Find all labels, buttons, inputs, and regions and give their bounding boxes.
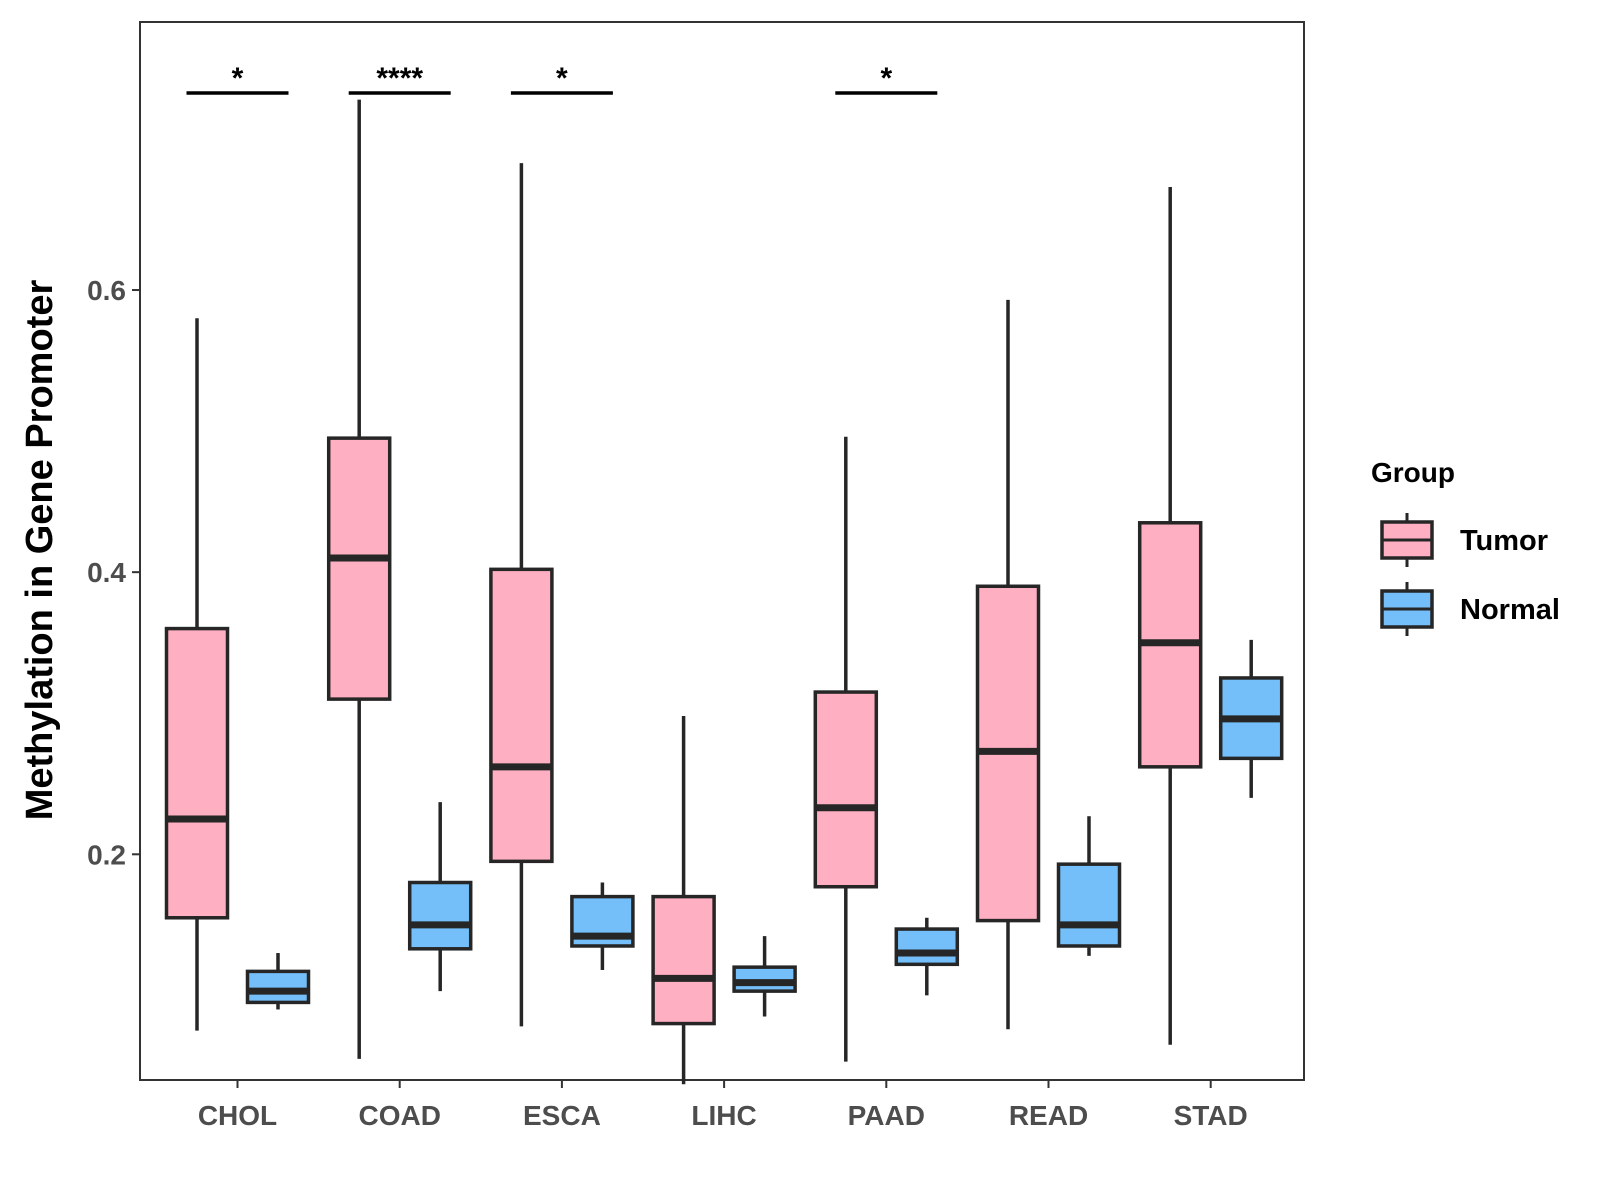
- box-tumor-lihc: [651, 716, 716, 1085]
- box-normal-lihc: [732, 936, 797, 1017]
- box-iqr: [813, 690, 879, 889]
- box-iqr: [245, 969, 311, 1005]
- box-tumor-esca: [489, 163, 554, 1027]
- box-normal-esca: [570, 882, 635, 970]
- box-normal-paad: [894, 917, 960, 996]
- box-normal-read: [1056, 816, 1122, 956]
- box-iqr: [407, 880, 473, 951]
- box-tumor-coad: [326, 99, 392, 1059]
- box-tumor-paad: [813, 436, 879, 1062]
- x-tick-label: STAD: [1174, 1100, 1248, 1131]
- legend: Group Tumor Normal: [1371, 457, 1560, 636]
- box-normal-chol: [245, 953, 311, 1010]
- legend-label-normal: Normal: [1460, 594, 1560, 626]
- box-tumor-chol: [164, 318, 230, 1031]
- box-iqr: [489, 567, 554, 864]
- legend-key-normal: [1380, 582, 1434, 636]
- box-iqr: [732, 965, 797, 993]
- y-tick-label: 0.2: [87, 839, 126, 870]
- box-iqr: [1056, 862, 1122, 948]
- significance-label: *: [232, 62, 244, 95]
- box-iqr: [326, 436, 392, 701]
- x-tick-label: READ: [1009, 1100, 1088, 1131]
- panel-border: [139, 21, 1305, 1081]
- significance-label: *: [556, 62, 568, 95]
- significance-label: ****: [376, 62, 423, 95]
- y-axis-title: Methylation in Gene Promoter: [19, 280, 61, 821]
- x-tick-label: ESCA: [523, 1100, 601, 1131]
- x-tick-label: PAAD: [848, 1100, 925, 1131]
- box-iqr: [894, 927, 960, 967]
- x-tick-label: CHOL: [198, 1100, 277, 1131]
- box-tumor-stad: [1137, 187, 1203, 1045]
- box-iqr: [651, 894, 716, 1026]
- legend-label-tumor: Tumor: [1460, 525, 1548, 557]
- significance-label: *: [880, 62, 892, 95]
- legend-key-tumor: [1380, 513, 1434, 567]
- y-tick-label: 0.6: [87, 275, 126, 306]
- box-tumor-read: [975, 299, 1041, 1030]
- y-tick-label: 0.4: [87, 557, 126, 588]
- box-normal-coad: [407, 802, 473, 992]
- legend-title: Group: [1371, 457, 1455, 488]
- x-tick-label: LIHC: [691, 1100, 756, 1131]
- box-iqr: [164, 626, 230, 920]
- x-tick-label: COAD: [358, 1100, 440, 1131]
- box-normal-stad: [1218, 639, 1284, 798]
